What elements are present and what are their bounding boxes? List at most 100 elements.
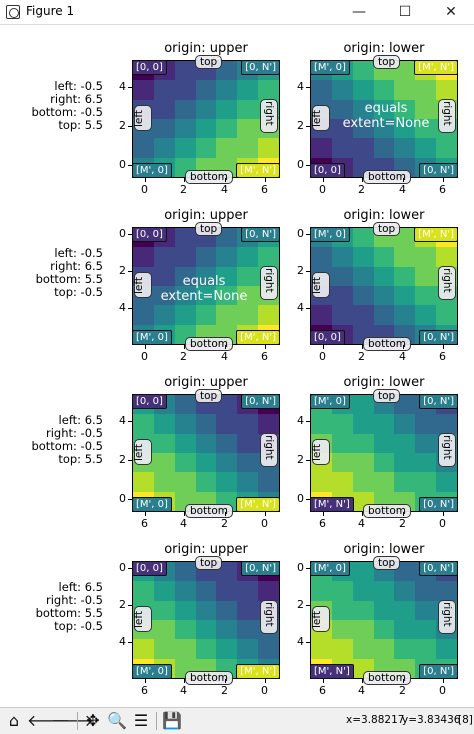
extent-line: right: 6.5 xyxy=(50,259,103,273)
image-grid xyxy=(311,395,457,511)
image-pixel xyxy=(436,472,457,492)
extent-line: top: 5.5 xyxy=(58,452,103,466)
y-tick-label: 0 xyxy=(119,227,126,240)
image-pixel xyxy=(415,620,437,640)
panel-title: origin: upper xyxy=(164,208,248,223)
image-pixel xyxy=(415,433,437,453)
close-button[interactable]: ✕ xyxy=(445,4,457,20)
image-pixel xyxy=(153,266,175,286)
image-pixel xyxy=(216,433,238,453)
image-pixel xyxy=(352,395,374,415)
x-tick-mark xyxy=(225,178,226,182)
left-edge-label: left xyxy=(311,606,330,632)
image-axes[interactable]: [0, 0] [0, N'] [M', 0] [M', N'] top bottom lef… xyxy=(132,55,280,184)
image-axes[interactable]: [0, 0] [0, N'] [M', 0] [M', N'] top bottom lef… xyxy=(132,556,280,685)
left-edge-label: left xyxy=(311,272,330,298)
forward-arrow-icon[interactable]: 🡒 xyxy=(51,711,94,730)
extent-line: bottom: -0.5 xyxy=(31,105,103,119)
zoom-icon[interactable]: 🔍 xyxy=(107,711,127,730)
y-tick-mark xyxy=(306,642,310,643)
image-pixel xyxy=(394,472,416,492)
x-tick-mark xyxy=(225,512,226,516)
image-pixel xyxy=(174,99,196,119)
image-pixel xyxy=(436,581,457,601)
image-pixel xyxy=(153,247,175,267)
left-edge-label: left xyxy=(133,272,152,298)
image-pixel xyxy=(237,639,259,659)
top-edge-label: top xyxy=(195,55,223,69)
image-axes[interactable]: [M', 0] [0, N'] [M', N'] [0, N'] top bottom le… xyxy=(310,389,458,518)
image-pixel xyxy=(415,453,437,473)
image-pixel xyxy=(153,138,175,158)
configure-subplots-icon[interactable]: ☰ xyxy=(133,711,149,730)
y-tick-label: 2 xyxy=(119,119,126,132)
corner-label-bl: [M', 0] xyxy=(132,664,172,679)
bottom-edge-label: bottom xyxy=(185,337,233,351)
x-tick-label: 2 xyxy=(358,350,365,363)
x-tick-label: 6 xyxy=(439,350,446,363)
image-pixel xyxy=(174,620,196,640)
image-pixel xyxy=(216,305,238,325)
image-pixel xyxy=(331,119,353,139)
image-pixel xyxy=(436,138,457,158)
image-pixel xyxy=(216,99,238,119)
image-pixel xyxy=(373,138,395,158)
image-pixel xyxy=(237,99,259,119)
image-axes[interactable]: [0, 0] [0, N'] [M', 0] [M', N'] top bottom lef… xyxy=(132,222,280,351)
right-edge-label: right xyxy=(438,266,456,300)
image-pixel xyxy=(174,581,196,601)
image-axes[interactable]: [M', 0] [M', N'] [0, 0] [0, N'] top bottom lef… xyxy=(310,55,458,184)
image-pixel xyxy=(237,266,259,286)
cursor-x-readout: x=3.88217 xyxy=(346,714,405,726)
image-pixel xyxy=(195,414,217,434)
image-pixel xyxy=(352,228,374,248)
image-pixel xyxy=(415,119,437,139)
panel-title: origin: lower xyxy=(343,208,425,223)
image-pixel xyxy=(216,286,238,306)
x-tick-label: 6 xyxy=(439,183,446,196)
image-pixel xyxy=(258,80,279,100)
image-pixel xyxy=(352,620,374,640)
corner-label-tl: [M', 0] xyxy=(310,394,350,409)
corner-label-bl: [0, 0] xyxy=(310,163,345,178)
image-pixel xyxy=(195,472,217,492)
bottom-edge-label: bottom xyxy=(185,170,233,184)
image-pixel xyxy=(258,581,279,601)
maximize-button[interactable]: ☐ xyxy=(398,4,412,20)
x-tick-mark xyxy=(323,679,324,683)
y-tick-label: 2 xyxy=(297,264,304,277)
image-pixel xyxy=(153,600,175,620)
save-icon[interactable]: 💾 xyxy=(162,711,182,730)
image-axes[interactable]: [0, 0] [0, N'] [M', 0] [M', N'] top bottom lef… xyxy=(132,389,280,518)
pan-icon[interactable]: ✥ xyxy=(86,711,100,730)
corner-label-tr: [0, N'] xyxy=(419,561,458,576)
image-pixel xyxy=(153,414,175,434)
image-axes[interactable]: [M', 0] [M', N'] [0, 0] [0, N'] top bottom lef… xyxy=(310,222,458,351)
x-tick-mark xyxy=(362,345,363,349)
image-pixel xyxy=(352,639,374,659)
left-edge-label: left xyxy=(311,105,330,131)
y-tick-label: 4 xyxy=(297,635,304,648)
back-arrow-icon[interactable]: 🡐 xyxy=(27,711,70,730)
x-tick-label: 6 xyxy=(319,517,326,530)
left-edge-text: left xyxy=(311,443,323,461)
x-tick-label: 0 xyxy=(261,684,268,697)
image-pixel xyxy=(153,620,175,640)
extent-line: left: 6.5 xyxy=(58,580,103,594)
minimize-button[interactable]: — xyxy=(352,4,366,20)
x-tick-label: 2 xyxy=(399,517,406,530)
x-tick-mark xyxy=(265,345,266,349)
x-tick-label: 0 xyxy=(141,183,148,196)
corner-label-bl: [M', N'] xyxy=(310,497,354,512)
window-title: Figure 1 xyxy=(26,4,75,18)
image-pixel xyxy=(373,620,395,640)
corner-label-tr: [0, N'] xyxy=(241,561,280,576)
image-pixel xyxy=(352,61,374,81)
right-edge-label: right xyxy=(260,433,278,467)
image-pixel xyxy=(237,600,259,620)
figure-canvas[interactable]: left: -0.5 right: 6.5 bottom: -0.5 top: 5.5… xyxy=(0,25,474,706)
image-axes[interactable]: [M', 0] [0, N'] [M', N'] [0, N'] top bottom le… xyxy=(310,556,458,685)
x-tick-mark xyxy=(145,345,146,349)
image-pixel xyxy=(216,600,238,620)
home-icon[interactable]: ⌂ xyxy=(8,711,20,730)
